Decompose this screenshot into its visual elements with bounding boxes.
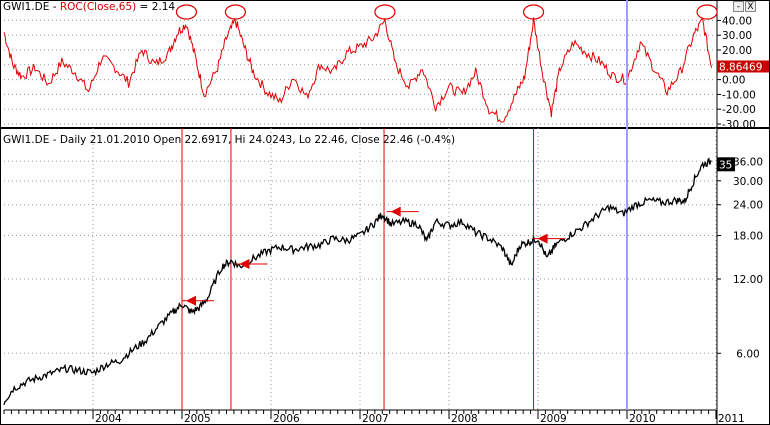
roc-y-tick-label: -10.00: [722, 89, 756, 101]
roc-y-tick-label: 0.00: [722, 75, 745, 87]
price-last-value-badge: [717, 157, 735, 172]
price-y-tick-label: 6.00: [736, 348, 759, 360]
price-annotation-arrow: [390, 206, 401, 217]
pane-minimize-button[interactable]: -: [733, 1, 744, 12]
x-tick-label: 2004: [95, 413, 122, 425]
roc-peak-circle: [696, 4, 718, 20]
roc-y-tick-label: 30.00: [722, 30, 752, 42]
price-y-tick-label: 18.00: [733, 231, 763, 243]
price-y-tick-label: 36.00: [733, 156, 763, 168]
price-pane: 36.00 30.00 24.00 18.00 12.00 6.00 2004 2005 200…: [0, 128, 770, 425]
roc-y-tick-label: 40.00: [722, 15, 752, 27]
roc-pane-title: GWI1.DE - ROC(Close,65) = 2.14: [3, 1, 175, 13]
roc-indicator-name: ROC(Close,65): [59, 1, 137, 13]
price-frame: [0, 128, 770, 425]
price-y-tick-label: 12.00: [733, 274, 763, 286]
price-annotation-arrow: [186, 295, 196, 306]
price-y-tick-label: 30.00: [733, 176, 763, 188]
price-series-line: [3, 157, 712, 406]
roc-series-line: [3, 17, 713, 123]
pane-close-button[interactable]: X: [745, 1, 756, 12]
price-annotation-arrow: [537, 233, 548, 244]
roc-peak-circle: [175, 4, 198, 20]
price-y-tick-label: 24.00: [733, 200, 763, 212]
roc-y-tick-label: -30.00: [722, 119, 756, 128]
roc-pane: 40.0030.0020.0010.000.00-10.00-20.00-30.…: [0, 0, 770, 128]
roc-separator: -: [49, 1, 60, 13]
x-tick-label: 2007: [362, 413, 389, 425]
roc-symbol: GWI1.DE: [3, 1, 50, 13]
roc-last-value-label: 8.86469: [719, 61, 762, 73]
roc-last-value-badge: [717, 60, 769, 73]
price-last-value-label: 35: [719, 159, 732, 171]
price-pane-title: GWI1.DE - Daily 21.01.2010 Open 22.6917,…: [3, 134, 456, 146]
x-tick-label: 2009: [540, 413, 567, 425]
price-annotation-arrow: [239, 259, 250, 270]
roc-peak-circle: [522, 4, 545, 20]
x-tick-label: 2005: [184, 413, 211, 425]
roc-value: = 2.14: [136, 1, 176, 13]
roc-y-tick-label: 20.00: [722, 45, 752, 57]
x-tick-label: 2010: [629, 413, 656, 425]
roc-peak-circle: [374, 4, 396, 20]
x-tick-label: 2011: [718, 413, 745, 425]
x-tick-label: 2006: [273, 413, 300, 425]
roc-peak-circle: [224, 4, 246, 20]
x-tick-label: 2008: [451, 413, 478, 425]
roc-y-tick-label: -20.00: [722, 104, 756, 116]
